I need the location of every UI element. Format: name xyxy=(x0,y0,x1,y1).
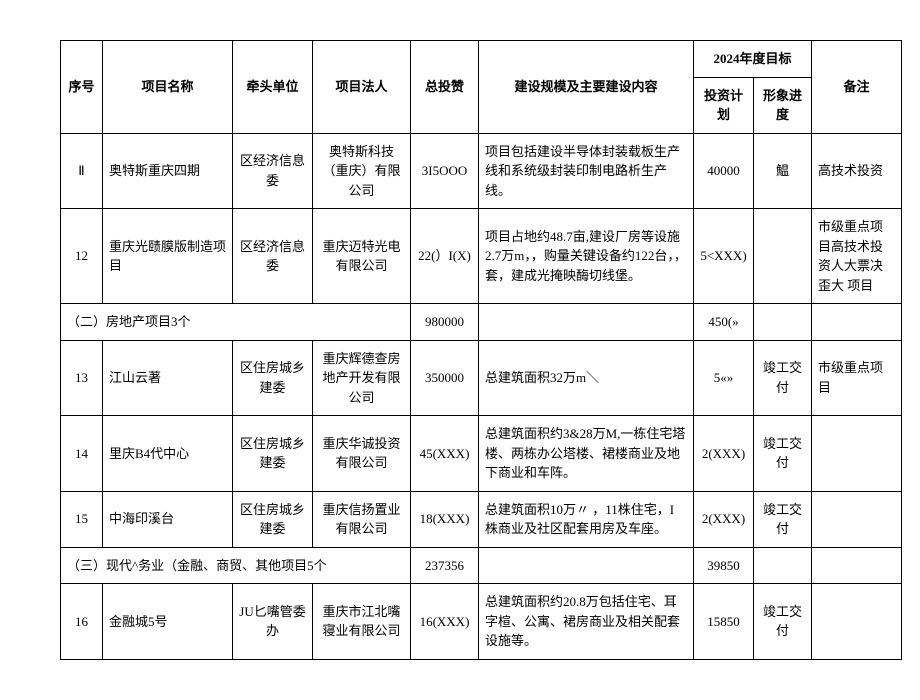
cell-legal: 重庆迈特光电有限公司 xyxy=(313,209,411,304)
table-row: 16 金融城5号 JU匕嘴管委办 重庆市江北嘴寝业有限公司 16(XXX) 总建… xyxy=(61,584,902,660)
cell-invest: 22(）I(X) xyxy=(411,209,479,304)
table-row: Ⅱ 奥特斯重庆四期 区经济信息委 奥特斯科技（重庆）有限公司 3I5OOO 项目… xyxy=(61,133,902,209)
group-row: （三）现代^务业（金融、商贸、其他项目5个 237356 39850 xyxy=(61,547,902,584)
header-project-name: 项目名称 xyxy=(103,41,233,134)
cell-name: 中海印溪台 xyxy=(103,491,233,547)
cell-note xyxy=(812,491,902,547)
cell-scale: 总建筑面积10万〃 ，11株住宅，I株商业及社区配套用房及车座。 xyxy=(479,491,694,547)
table-header: 序号 项目名称 牵头单位 项目法人 总投赞 建设规模及主要建设内容 2024年度… xyxy=(61,41,902,134)
header-target-year: 2024年度目标 xyxy=(694,41,812,78)
table-row: 14 里庆B4代中心 区住房城乡建委 重庆华诚投资有限公司 45(XXX) 总建… xyxy=(61,416,902,492)
header-plan: 投资计划 xyxy=(694,77,754,133)
cell-scale xyxy=(479,547,694,584)
cell-name: 奥特斯重庆四期 xyxy=(103,133,233,209)
cell-plan: 2(XXX) xyxy=(694,416,754,492)
cell-note: 市级重点项目高技术投资人大票决歪大 项目 xyxy=(812,209,902,304)
cell-lead: 区住房城乡建委 xyxy=(233,491,313,547)
cell-progress xyxy=(754,209,812,304)
cell-seq: 15 xyxy=(61,491,103,547)
cell-name: 江山云著 xyxy=(103,340,233,416)
cell-note xyxy=(812,584,902,660)
cell-seq: 12 xyxy=(61,209,103,304)
cell-seq: 16 xyxy=(61,584,103,660)
cell-note: 高技术投资 xyxy=(812,133,902,209)
cell-plan: 5«» xyxy=(694,340,754,416)
cell-lead: 区住房城乡建委 xyxy=(233,340,313,416)
cell-invest: 980000 xyxy=(411,304,479,341)
cell-name: 重庆光赜膜版制造项目 xyxy=(103,209,233,304)
cell-lead: 区经济信息委 xyxy=(233,209,313,304)
cell-plan: 15850 xyxy=(694,584,754,660)
cell-name: 金融城5号 xyxy=(103,584,233,660)
header-note: 备注 xyxy=(812,41,902,134)
cell-seq: 13 xyxy=(61,340,103,416)
table-row: 15 中海印溪台 区住房城乡建委 重庆信扬置业有限公司 18(XXX) 总建筑面… xyxy=(61,491,902,547)
cell-note xyxy=(812,304,902,341)
cell-plan: 5<XXX) xyxy=(694,209,754,304)
cell-progress xyxy=(754,547,812,584)
cell-note: 市级重点项目 xyxy=(812,340,902,416)
header-scale: 建设规模及主要建设内容 xyxy=(479,41,694,134)
cell-plan: 39850 xyxy=(694,547,754,584)
cell-invest: 16(XXX) xyxy=(411,584,479,660)
cell-progress: 竣工交付 xyxy=(754,491,812,547)
cell-note xyxy=(812,547,902,584)
cell-progress: 鰛 xyxy=(754,133,812,209)
cell-progress xyxy=(754,304,812,341)
cell-lead: JU匕嘴管委办 xyxy=(233,584,313,660)
cell-lead: 区经济信息委 xyxy=(233,133,313,209)
cell-legal: 重庆辉德查房地产开发有限公司 xyxy=(313,340,411,416)
cell-invest: 18(XXX) xyxy=(411,491,479,547)
cell-legal: 重庆信扬置业有限公司 xyxy=(313,491,411,547)
cell-lead: 区住房城乡建委 xyxy=(233,416,313,492)
cell-seq: Ⅱ xyxy=(61,133,103,209)
group-label: （二）房地产项目3个 xyxy=(61,304,411,341)
cell-invest: 45(XXX) xyxy=(411,416,479,492)
table-row: 13 江山云著 区住房城乡建委 重庆辉德查房地产开发有限公司 350000 总建… xyxy=(61,340,902,416)
cell-scale: 项目包括建设半导体封装载板生产线和系统级封装印制电路析生产线。 xyxy=(479,133,694,209)
cell-scale: 总建筑面积约20.8万包括住宅、耳字楦、公寓、裙房商业及相关配套设施等。 xyxy=(479,584,694,660)
cell-invest: 237356 xyxy=(411,547,479,584)
cell-note xyxy=(812,416,902,492)
cell-name: 里庆B4代中心 xyxy=(103,416,233,492)
cell-legal: 重庆市江北嘴寝业有限公司 xyxy=(313,584,411,660)
cell-plan: 450(» xyxy=(694,304,754,341)
cell-legal: 奥特斯科技（重庆）有限公司 xyxy=(313,133,411,209)
cell-seq: 14 xyxy=(61,416,103,492)
cell-scale: 项目占地约48.7亩,建设厂房等设施2.7万m，，购量关键设备约122台，，套，… xyxy=(479,209,694,304)
group-label: （三）现代^务业（金融、商贸、其他项目5个 xyxy=(61,547,411,584)
header-total-invest: 总投赞 xyxy=(411,41,479,134)
header-seq: 序号 xyxy=(61,41,103,134)
cell-invest: 350000 xyxy=(411,340,479,416)
cell-plan: 2(XXX) xyxy=(694,491,754,547)
cell-legal: 重庆华诚投资有限公司 xyxy=(313,416,411,492)
table-row: 12 重庆光赜膜版制造项目 区经济信息委 重庆迈特光电有限公司 22(）I(X)… xyxy=(61,209,902,304)
cell-scale xyxy=(479,304,694,341)
cell-plan: 40000 xyxy=(694,133,754,209)
project-table: 序号 项目名称 牵头单位 项目法人 总投赞 建设规模及主要建设内容 2024年度… xyxy=(60,40,902,660)
header-legal-person: 项目法人 xyxy=(313,41,411,134)
header-lead-unit: 牵头单位 xyxy=(233,41,313,134)
cell-progress: 竣工交付 xyxy=(754,584,812,660)
cell-invest: 3I5OOO xyxy=(411,133,479,209)
cell-scale: 总建筑面积约3&28万M,一栋住宅塔楼、两栋办公塔楼、裙楼商业及地下商业和车阵。 xyxy=(479,416,694,492)
cell-scale: 总建筑面积32万m＼ xyxy=(479,340,694,416)
header-progress: 形象进度 xyxy=(754,77,812,133)
group-row: （二）房地产项目3个 980000 450(» xyxy=(61,304,902,341)
cell-progress: 竣工交付 xyxy=(754,416,812,492)
cell-progress: 竣工交付 xyxy=(754,340,812,416)
